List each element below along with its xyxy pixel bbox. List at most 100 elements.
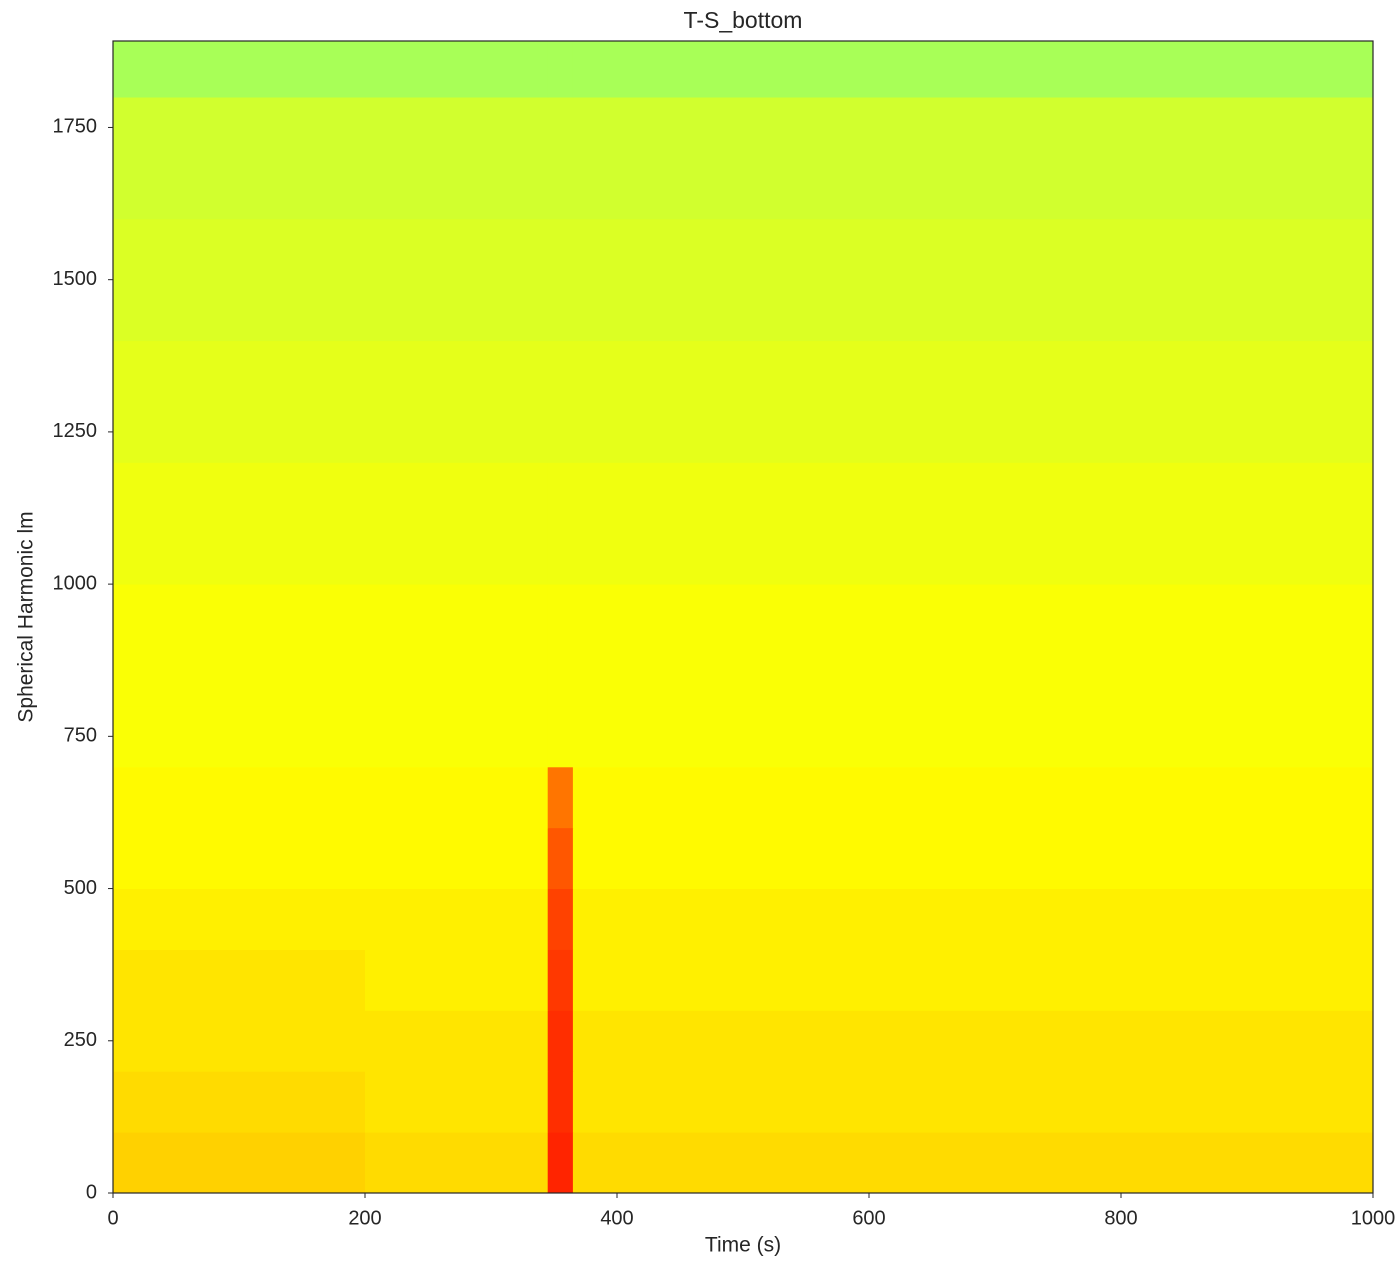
heatmap-cell: [113, 1071, 366, 1133]
heatmap-cell: [869, 766, 1122, 829]
heatmap-cell: [547, 97, 574, 220]
heatmap-cell: [1121, 218, 1374, 342]
heatmap-cell: [572, 949, 870, 1011]
heatmap-cell: [572, 1132, 870, 1194]
x-tick-label: 1000: [1351, 1207, 1396, 1229]
heatmap-cell: [869, 888, 1122, 950]
heatmap-cell: [113, 1010, 366, 1072]
y-tick-label: 750: [64, 725, 97, 747]
heatmap-cell: [365, 766, 549, 829]
heatmap-cell: [113, 97, 366, 220]
x-tick-label: 800: [1104, 1207, 1137, 1229]
heatmap-cell: [113, 949, 366, 1011]
heatmap-cell: [547, 218, 574, 342]
x-tick-label: 600: [852, 1207, 885, 1229]
chart-title: T-S_bottom: [684, 7, 803, 33]
heatmap-cell: [869, 827, 1122, 890]
heatmap-cell: [365, 705, 549, 768]
heatmap-cell: [572, 1071, 870, 1133]
heatmap-cell: [869, 41, 1122, 98]
y-axis-label: Spherical Harmonic lm: [15, 511, 38, 722]
heatmap-cell: [113, 584, 366, 707]
heatmap-cell: [547, 41, 574, 98]
heatmap-cell: [365, 584, 549, 707]
y-tick-label: 1250: [53, 420, 98, 442]
heatmap-cell: [547, 1010, 574, 1072]
heatmap-cell: [113, 766, 366, 829]
heatmap-cell: [547, 1132, 574, 1194]
heatmap-cell: [113, 41, 366, 98]
heatmap-cell: [572, 340, 870, 463]
heatmap-cell: [869, 340, 1122, 463]
heatmap-cell: [113, 1132, 366, 1194]
heatmap-cell: [113, 888, 366, 950]
heatmap-cell: [1121, 888, 1374, 950]
heatmap-cell: [572, 1010, 870, 1072]
heatmap-cell: [365, 1071, 549, 1133]
x-axis-label: Time (s): [705, 1234, 781, 1257]
heatmap-cell: [869, 462, 1122, 585]
heatmap-cell: [1121, 949, 1374, 1011]
x-tick-label: 0: [107, 1207, 118, 1229]
heatmap-cell: [869, 705, 1122, 768]
heatmap-cell: [1121, 766, 1374, 829]
heatmap-cell: [869, 584, 1122, 707]
heatmap-cell: [547, 766, 574, 829]
heatmap-cell: [365, 41, 549, 98]
heatmap-cell: [365, 1132, 549, 1194]
heatmap-cell: [1121, 41, 1374, 98]
heatmap-cell: [1121, 340, 1374, 463]
heatmap-cell: [1121, 97, 1374, 220]
heatmap-cell: [547, 1071, 574, 1133]
heatmap-cell: [572, 97, 870, 220]
heatmap-cell: [1121, 462, 1374, 585]
heatmap-cell: [113, 218, 366, 342]
heatmap-cell: [572, 827, 870, 890]
heatmap-cell: [572, 705, 870, 768]
heatmap: [113, 41, 1374, 1194]
heatmap-cell: [547, 705, 574, 768]
heatmap-cell: [1121, 584, 1374, 707]
heatmap-cell: [365, 1010, 549, 1072]
heatmap-cell: [365, 888, 549, 950]
heatmap-cell: [365, 462, 549, 585]
heatmap-cell: [547, 340, 574, 463]
heatmap-cell: [572, 888, 870, 950]
heatmap-cell: [547, 827, 574, 890]
heatmap-cell: [1121, 705, 1374, 768]
heatmap-cell: [869, 218, 1122, 342]
heatmap-cell: [572, 584, 870, 707]
y-tick-label: 1750: [53, 116, 98, 138]
heatmap-cell: [365, 218, 549, 342]
heatmap-cell: [572, 766, 870, 829]
heatmap-cell: [1121, 1132, 1374, 1194]
heatmap-cell: [869, 1010, 1122, 1072]
y-tick-label: 1000: [53, 572, 98, 594]
heatmap-cell: [365, 340, 549, 463]
heatmap-cell: [869, 97, 1122, 220]
heatmap-cell: [547, 584, 574, 707]
heatmap-cell: [113, 340, 366, 463]
heatmap-cell: [572, 462, 870, 585]
plot-frame: [112, 40, 1374, 1194]
heatmap-cell: [572, 41, 870, 98]
heatmap-cell: [113, 827, 366, 890]
heatmap-cell: [547, 949, 574, 1011]
heatmap-cell: [113, 462, 366, 585]
heatmap-cell: [869, 1132, 1122, 1194]
heatmap-cell: [365, 97, 549, 220]
x-tick-label: 200: [348, 1207, 381, 1229]
heatmap-cell: [547, 462, 574, 585]
heatmap-cell: [869, 1071, 1122, 1133]
x-tick-label: 400: [600, 1207, 633, 1229]
y-tick-label: 250: [64, 1029, 97, 1051]
heatmap-cell: [1121, 1071, 1374, 1133]
heatmap-cell: [365, 827, 549, 890]
heatmap-cell: [365, 949, 549, 1011]
heatmap-cell: [1121, 827, 1374, 890]
heatmap-cell: [572, 218, 870, 342]
heatmap-cell: [1121, 1010, 1374, 1072]
heatmap-cell: [113, 705, 366, 768]
